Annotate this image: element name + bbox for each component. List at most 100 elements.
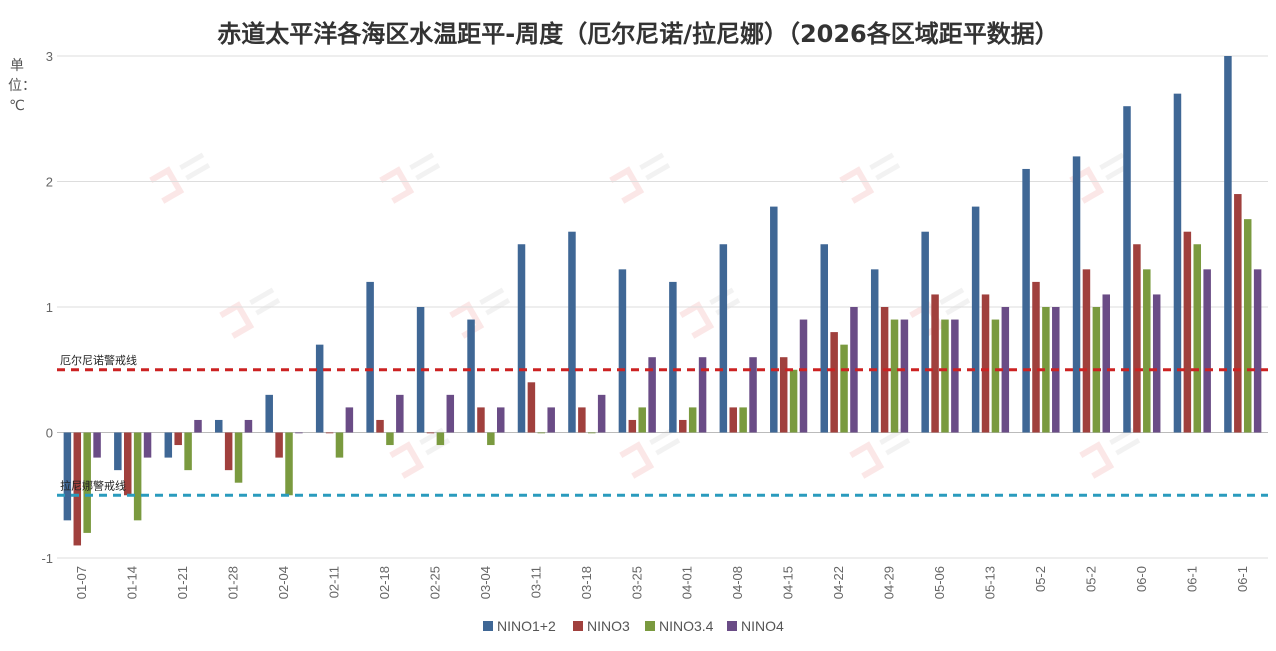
bar: [698, 357, 707, 433]
x-tick-label: 01-21: [175, 566, 190, 599]
bar: [295, 432, 303, 434]
bar: [1173, 93, 1182, 433]
x-tick-label: 06-1: [1184, 566, 1199, 592]
watermark-logo: [219, 287, 281, 339]
bar: [325, 432, 334, 434]
watermark-logo: [449, 287, 511, 339]
x-tick-label: 05-2: [1033, 566, 1048, 592]
x-tick-label: 02-11: [327, 566, 342, 598]
x-tick-label: 01-14: [125, 566, 140, 599]
bars-layer: [63, 56, 1262, 546]
legend-swatch: [573, 621, 583, 631]
bar: [114, 432, 122, 471]
x-tick-label: 06-1: [1235, 566, 1250, 592]
bar: [1224, 56, 1232, 433]
y-tick-label: 3: [46, 49, 53, 64]
x-tick-label: 02-04: [276, 566, 291, 599]
bar: [830, 332, 838, 433]
bar: [729, 407, 737, 433]
watermark-logo: [1079, 427, 1141, 479]
bar: [426, 432, 435, 434]
bar: [679, 419, 687, 433]
bar: [890, 319, 899, 433]
bar: [931, 294, 939, 433]
bar: [244, 419, 253, 433]
bar: [537, 432, 546, 434]
bar: [1234, 194, 1242, 433]
legend-item: NINO3: [573, 618, 630, 634]
bar: [517, 244, 526, 433]
x-tick-label: 03-04: [478, 566, 493, 599]
bar: [224, 432, 233, 471]
bar: [335, 432, 344, 458]
y-tick-label: 0: [46, 426, 53, 441]
bar: [1072, 156, 1081, 433]
legend-item: NINO3.4: [645, 618, 714, 634]
bar: [981, 294, 990, 433]
x-tick-label: 01-07: [74, 566, 89, 599]
legend-label: NINO3.4: [659, 618, 714, 634]
bar: [820, 244, 828, 433]
bar: [1133, 244, 1141, 433]
legend-label: NINO3: [587, 618, 630, 634]
x-tick-label: 05-06: [932, 566, 947, 599]
x-axis-ticks: 01-07 01-14 01-21 01-28 02-04 02-11 02-18 02-25…: [74, 566, 1250, 599]
bar: [184, 432, 192, 471]
bar: [1152, 294, 1161, 433]
bar: [315, 344, 324, 433]
x-tick-label: 05-13: [982, 566, 997, 599]
x-tick-label: 04-22: [831, 566, 846, 599]
bar: [850, 307, 858, 433]
bar: [870, 269, 879, 433]
bar: [215, 419, 223, 433]
legend-item: NINO1+2: [483, 618, 556, 634]
bar: [588, 432, 596, 434]
bar: [568, 231, 576, 433]
bar: [366, 281, 374, 433]
bar: [73, 432, 82, 546]
bar: [749, 357, 757, 433]
bar: [527, 382, 536, 433]
bar: [951, 319, 959, 433]
bar: [285, 432, 293, 496]
bar: [921, 231, 929, 433]
legend-swatch: [727, 621, 737, 631]
y-tick-label: -1: [41, 551, 53, 566]
bar: [123, 432, 132, 496]
bar: [941, 319, 949, 433]
bar: [477, 407, 485, 433]
bar: [93, 432, 101, 458]
bar: [164, 432, 173, 458]
bar: [1183, 231, 1192, 433]
bar: [467, 319, 475, 433]
bar: [1203, 269, 1211, 433]
bar: [770, 206, 778, 433]
bar: [719, 244, 728, 433]
bar: [1143, 269, 1151, 433]
bar: [386, 432, 394, 446]
bar: [991, 319, 1000, 433]
bar: [1243, 219, 1252, 433]
bar: [275, 432, 283, 458]
x-tick-label: 03-25: [629, 566, 644, 599]
legend-label: NINO4: [741, 618, 784, 634]
legend-item: NINO4: [727, 618, 784, 634]
y-axis-ticks: -1 0 1 2 3: [41, 49, 53, 566]
bar: [497, 407, 505, 433]
bar: [63, 432, 72, 521]
bar: [840, 344, 848, 433]
bar: [133, 432, 142, 521]
y-tick-label: 1: [46, 300, 53, 315]
bar: [265, 394, 273, 433]
bar: [1082, 269, 1091, 433]
bar: [487, 432, 495, 446]
bar: [688, 407, 697, 433]
watermark-logo: [839, 152, 901, 204]
x-tick-label: 05-2: [1083, 566, 1098, 592]
bar: [234, 432, 243, 483]
legend: NINO1+2 NINO3 NINO3.4 NINO4: [483, 618, 784, 634]
y-tick-label: 2: [46, 175, 53, 190]
bar: [739, 407, 747, 433]
bar: [628, 419, 637, 433]
bar: [446, 394, 455, 433]
